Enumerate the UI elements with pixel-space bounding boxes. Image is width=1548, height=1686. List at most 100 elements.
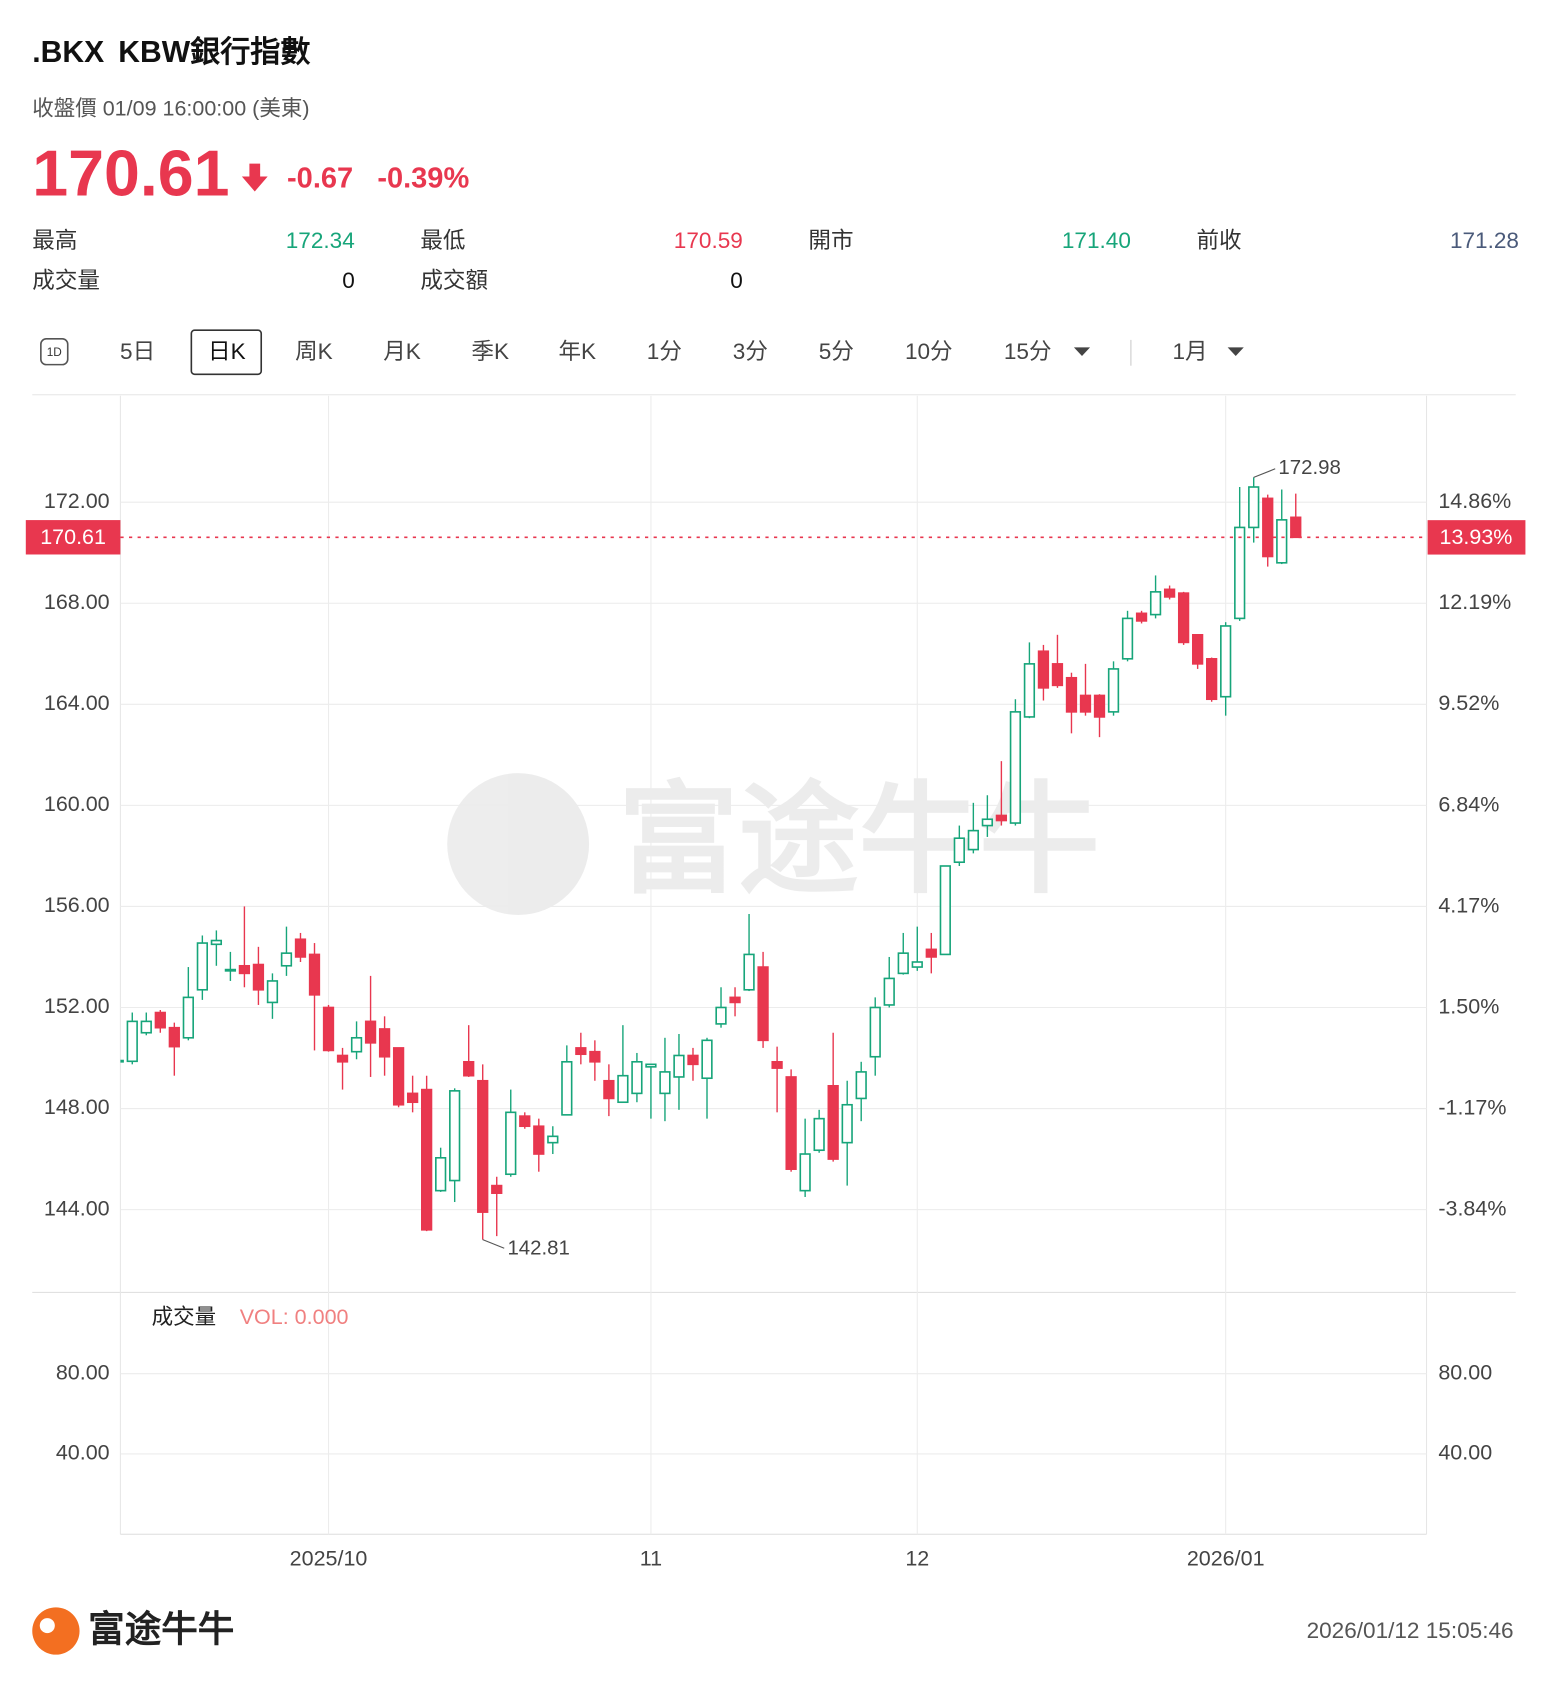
tab[interactable]: 5分 xyxy=(819,339,854,364)
min-leader xyxy=(482,1239,505,1249)
stat-label: 成交量 xyxy=(32,268,100,293)
y-tick-label-right: 80.00 xyxy=(1438,1360,1492,1384)
y-tick-label: 80.00 xyxy=(56,1360,110,1384)
y2-tick-label: 14.86% xyxy=(1438,489,1511,513)
candle-body xyxy=(491,1184,503,1194)
candle-body xyxy=(1121,617,1134,660)
candle-body xyxy=(1290,516,1302,539)
candle-body xyxy=(939,865,951,956)
candle-body xyxy=(981,818,994,827)
price: 170.61 xyxy=(32,138,229,210)
candle-body xyxy=(547,1135,559,1144)
candle-body xyxy=(1177,592,1190,644)
candle-body xyxy=(953,837,965,864)
candle-body xyxy=(771,1060,783,1069)
candle-body xyxy=(266,980,279,1004)
x-tick-label: 2025/10 xyxy=(290,1547,368,1571)
candle-body xyxy=(757,966,769,1042)
candle-body xyxy=(1093,694,1106,718)
stat-label: 最低 xyxy=(420,228,465,253)
tab[interactable]: 1分 xyxy=(647,339,682,364)
candle-body xyxy=(280,952,293,967)
candle-body xyxy=(126,1020,138,1063)
candle-body xyxy=(673,1054,685,1078)
x-tick-label: 2026/01 xyxy=(1187,1547,1265,1571)
candle-body xyxy=(1234,526,1246,620)
y-tick-label: 156.00 xyxy=(44,893,110,917)
percent-tag-label: 13.93% xyxy=(1440,525,1513,549)
candle-body xyxy=(336,1054,349,1063)
candle-body xyxy=(617,1074,629,1104)
overlay: 172.98 142.81 170.61 13.93% 成交量 VOL: 0.000 xyxy=(25,457,1526,1329)
y-tick-label: 160.00 xyxy=(44,792,110,816)
tab[interactable]: 1月 xyxy=(1172,339,1207,364)
candle-body xyxy=(519,1115,531,1128)
max-label: 172.98 xyxy=(1278,457,1340,479)
candle-body xyxy=(1009,711,1022,824)
candle-body xyxy=(477,1079,489,1213)
candle-body xyxy=(715,1006,727,1025)
y2-tick-label: 4.17% xyxy=(1438,893,1499,917)
price-tag xyxy=(25,520,121,555)
candle-body xyxy=(925,948,937,958)
stat-value: 0 xyxy=(730,268,743,293)
tab[interactable]: 3分 xyxy=(733,339,768,364)
tab[interactable]: 周K xyxy=(295,339,333,364)
tab[interactable]: 15分 xyxy=(1004,339,1052,364)
candle-body xyxy=(911,961,923,968)
candles xyxy=(120,477,1302,1240)
y2-tick-label: 9.52% xyxy=(1438,691,1499,715)
candle-body xyxy=(168,1026,180,1048)
candle-body xyxy=(1262,497,1274,558)
y-tick-label: 40.00 xyxy=(56,1441,110,1465)
candle-body xyxy=(1191,634,1204,665)
candle-body xyxy=(196,942,209,991)
candle-body xyxy=(659,1071,671,1095)
stat-label: 最高 xyxy=(32,228,77,253)
candle-body xyxy=(701,1039,713,1080)
candle-body xyxy=(589,1050,601,1063)
candle-body xyxy=(364,1020,377,1044)
y2-tick-label: -3.84% xyxy=(1438,1197,1506,1221)
brand: 富途牛牛 xyxy=(88,1609,234,1650)
y-tick-label: 152.00 xyxy=(44,994,110,1018)
x-tick-label: 11 xyxy=(640,1547,662,1571)
y2-tick-label: 6.84% xyxy=(1438,792,1499,816)
candle-body xyxy=(1079,694,1092,713)
percent-tag xyxy=(1427,520,1526,555)
candle-body xyxy=(210,939,223,946)
candle-body xyxy=(1220,625,1232,698)
candle-body xyxy=(463,1060,475,1077)
candle-body xyxy=(687,1054,699,1066)
timestamp: 2026/01/12 15:05:46 xyxy=(1307,1618,1514,1643)
y-tick-label: 148.00 xyxy=(44,1095,110,1119)
tab[interactable]: 年K xyxy=(558,339,596,364)
y-tick-label: 144.00 xyxy=(44,1196,110,1220)
change: -0.67 xyxy=(287,162,353,194)
tab[interactable]: 月K xyxy=(383,339,421,364)
y2-tick-label: -1.17% xyxy=(1438,1096,1506,1120)
candle-body xyxy=(855,1071,867,1100)
y-tick-label: 172.00 xyxy=(44,489,110,513)
stat-label: 前收 xyxy=(1196,228,1241,253)
stat-label: 開市 xyxy=(808,228,853,253)
stat-value: 170.59 xyxy=(674,228,743,253)
tabs: 1D 5日 日K 周K 月K 季K 年K 1分 3分 5分 10分 15分 1月 xyxy=(40,329,1244,376)
tab[interactable]: 季K xyxy=(471,339,509,364)
grid: 2025/10 11 12 2026/01 172.00 168.00 164.00 160.… xyxy=(44,395,1511,1571)
candle-body xyxy=(1065,676,1078,713)
stat-label: 成交額 xyxy=(420,268,488,293)
candle-body xyxy=(449,1090,461,1182)
candle-body xyxy=(869,1006,881,1058)
y2-tick-label: 1.50% xyxy=(1438,995,1499,1019)
tab[interactable]: 10分 xyxy=(905,339,953,364)
candle-body xyxy=(322,1006,335,1052)
candle-body xyxy=(1023,663,1036,718)
candle-body xyxy=(1163,588,1176,598)
tab[interactable]: 日K xyxy=(208,339,246,364)
tab[interactable]: 5日 xyxy=(120,339,155,364)
candle-body xyxy=(631,1060,643,1095)
candle-body xyxy=(841,1103,853,1144)
candle-body xyxy=(252,963,265,991)
